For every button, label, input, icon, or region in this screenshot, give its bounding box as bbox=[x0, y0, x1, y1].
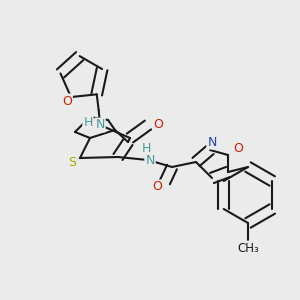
Text: O: O bbox=[233, 142, 243, 155]
Text: O: O bbox=[62, 94, 72, 108]
Text: N: N bbox=[207, 136, 217, 148]
Text: N: N bbox=[145, 154, 155, 166]
Text: O: O bbox=[152, 181, 162, 194]
Text: H: H bbox=[141, 142, 151, 154]
Text: CH₃: CH₃ bbox=[237, 242, 259, 254]
Text: H: H bbox=[83, 116, 93, 130]
Text: S: S bbox=[68, 157, 76, 169]
Text: O: O bbox=[153, 118, 163, 131]
Text: N: N bbox=[95, 118, 105, 131]
